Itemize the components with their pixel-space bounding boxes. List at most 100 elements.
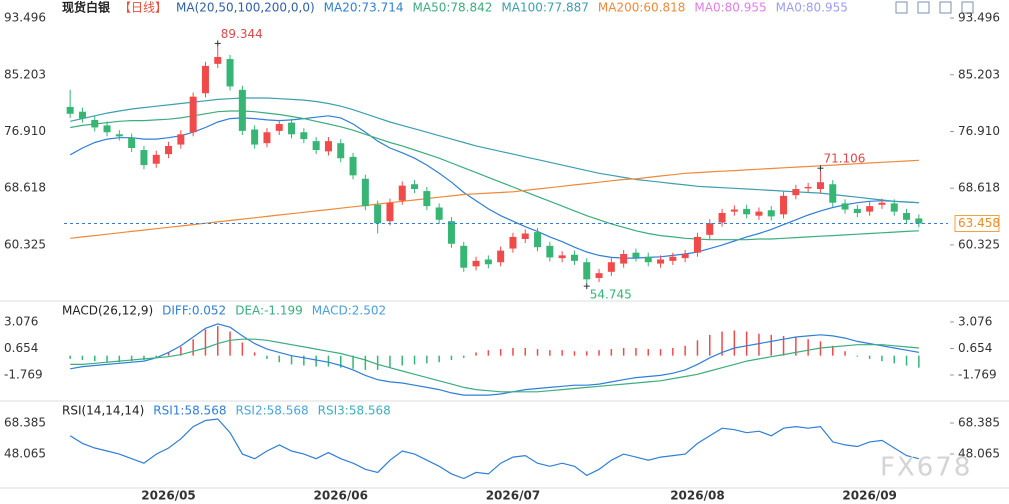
candle-body bbox=[558, 255, 566, 259]
candle-body bbox=[546, 245, 554, 258]
y-tick-label: 93.496 bbox=[4, 11, 46, 25]
candle-body bbox=[534, 232, 542, 248]
x-tick-label: 2026/05 bbox=[141, 489, 195, 503]
candle-body bbox=[853, 208, 861, 213]
legend-item: 现货白银 bbox=[62, 0, 111, 15]
legend-item: MA20:73.714 bbox=[324, 1, 404, 15]
candle-body bbox=[792, 189, 800, 196]
candle-body bbox=[238, 89, 246, 131]
legend-item: MA(20,50,100,200,0,0) bbox=[176, 1, 315, 15]
last-price-box bbox=[954, 215, 1000, 233]
candle-body bbox=[718, 212, 726, 223]
y-tick-label: 0.654 bbox=[4, 341, 38, 355]
candle-body bbox=[128, 137, 136, 148]
y-tick-label: 76.910 bbox=[4, 124, 46, 138]
legend-item: MACD:2.502 bbox=[312, 304, 386, 318]
candle-body bbox=[214, 56, 222, 64]
y-tick-label: 93.496 bbox=[958, 11, 1000, 25]
y-tick-label: -1.769 bbox=[958, 368, 997, 382]
candle-body bbox=[509, 236, 517, 249]
extreme-label: 71.106 bbox=[823, 152, 865, 166]
candle-body bbox=[361, 178, 369, 207]
candle-body bbox=[915, 218, 923, 224]
legend-item: MA100:77.887 bbox=[501, 1, 589, 15]
y-tick-label: 48.065 bbox=[4, 446, 46, 460]
y-tick-label: 85.203 bbox=[958, 67, 1000, 81]
y-tick-label: 68.618 bbox=[958, 181, 1000, 195]
y-tick-label: 60.325 bbox=[4, 237, 46, 251]
legend-item: 【日线】 bbox=[119, 1, 167, 15]
candle-body bbox=[103, 125, 111, 133]
macd-line bbox=[70, 338, 919, 393]
candle-body bbox=[644, 256, 652, 263]
candle-body bbox=[521, 233, 529, 239]
candle-body bbox=[435, 207, 443, 220]
candle-body bbox=[201, 65, 209, 94]
candle-body bbox=[472, 260, 480, 267]
legend-item: MA0:80.955 bbox=[694, 1, 766, 15]
ma-line bbox=[70, 159, 919, 239]
candle-body bbox=[780, 195, 788, 215]
candle-body bbox=[767, 210, 775, 217]
legend-item: MACD(26,12,9) bbox=[62, 304, 153, 318]
candle-body bbox=[91, 119, 99, 128]
candle-body bbox=[706, 223, 714, 235]
tool-button[interactable] bbox=[939, 1, 952, 14]
candle-body bbox=[300, 132, 308, 140]
ma-line bbox=[70, 110, 919, 241]
candle-body bbox=[669, 256, 677, 261]
y-tick-label: 3.076 bbox=[958, 314, 992, 328]
candle-body bbox=[484, 259, 492, 265]
legend-item: DIFF:0.052 bbox=[162, 304, 226, 318]
candle-body bbox=[620, 254, 628, 264]
candle-body bbox=[398, 185, 406, 201]
candle-body bbox=[583, 262, 591, 280]
candle-body bbox=[189, 96, 197, 133]
candle-body bbox=[66, 106, 74, 114]
candle-body bbox=[324, 141, 332, 152]
candle-body bbox=[755, 211, 763, 216]
candle-body bbox=[743, 208, 751, 215]
candle-body bbox=[411, 184, 419, 190]
y-tick-label: 68.385 bbox=[958, 416, 1000, 430]
candle-body bbox=[816, 182, 824, 190]
candle-body bbox=[903, 212, 911, 220]
x-tick-label: 2026/06 bbox=[314, 489, 368, 503]
y-tick-label: 68.385 bbox=[4, 416, 46, 430]
candle-body bbox=[251, 129, 259, 145]
legend-item: DEA:-1.199 bbox=[235, 304, 303, 318]
tool-button[interactable] bbox=[917, 1, 930, 14]
y-tick-label: 0.654 bbox=[958, 341, 992, 355]
extreme-label: 54.745 bbox=[590, 288, 632, 302]
candle-body bbox=[829, 184, 837, 203]
y-tick-label: 48.065 bbox=[958, 446, 1000, 460]
candle-body bbox=[595, 273, 603, 278]
y-tick-label: 85.203 bbox=[4, 67, 46, 81]
candle-body bbox=[423, 191, 431, 207]
candle-body bbox=[374, 204, 382, 224]
ma-line bbox=[70, 97, 919, 204]
x-tick-label: 2026/07 bbox=[486, 489, 540, 503]
candle-body bbox=[607, 262, 615, 272]
tool-button[interactable] bbox=[961, 1, 974, 14]
candle-body bbox=[263, 132, 271, 144]
extreme-label: 89.344 bbox=[221, 27, 263, 41]
tool-button[interactable] bbox=[895, 1, 908, 14]
y-tick-label: 68.618 bbox=[4, 181, 46, 195]
legend-item: RSI2:58.568 bbox=[235, 404, 308, 418]
candle-body bbox=[497, 250, 505, 263]
candle-body bbox=[570, 254, 578, 261]
toolbar bbox=[895, 1, 974, 14]
candle-body bbox=[693, 236, 701, 253]
candle-body bbox=[312, 141, 320, 151]
y-tick-label: 76.910 bbox=[958, 124, 1000, 138]
candle-body bbox=[657, 259, 665, 264]
candle-body bbox=[275, 124, 283, 131]
y-tick-label: 3.076 bbox=[4, 314, 38, 328]
candle-body bbox=[349, 156, 357, 176]
ma-line bbox=[69, 115, 919, 259]
candle-body bbox=[447, 221, 455, 244]
